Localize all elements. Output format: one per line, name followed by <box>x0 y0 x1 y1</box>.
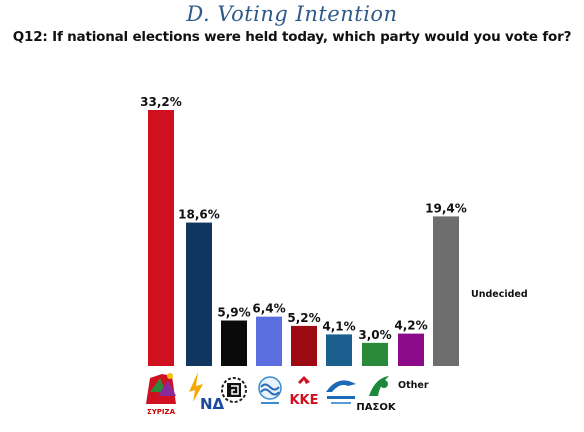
to-potami-logo-icon <box>258 376 282 404</box>
nd-logo-text: ΝΔ <box>200 395 225 413</box>
pasok-logo-text: ΠΑΣΟΚ <box>356 402 396 413</box>
bar-7 <box>398 333 424 366</box>
value-label-3: 6,4% <box>252 302 285 316</box>
value-label-6: 3,0% <box>358 328 391 342</box>
golden-dawn-logo-icon <box>221 377 247 403</box>
value-label-0: 33,2% <box>140 95 182 109</box>
bar-5 <box>326 334 352 366</box>
bar-6 <box>362 342 388 366</box>
value-label-5: 4,1% <box>322 319 355 333</box>
section-title: D. Voting Intention <box>186 2 398 26</box>
chart-heading: D. Voting Intention Q12: If national ele… <box>0 0 584 45</box>
bar-2 <box>221 320 247 366</box>
nd-logo-icon: ΝΔ <box>189 372 225 413</box>
bar-0 <box>148 110 174 366</box>
bar-4 <box>291 325 317 366</box>
value-label-8: 19,4% <box>425 201 467 215</box>
value-label-7: 4,2% <box>394 319 427 333</box>
bar-1 <box>186 222 212 366</box>
value-label-2: 5,9% <box>217 306 250 320</box>
question-text: Q12: If national elections were held tod… <box>12 29 572 45</box>
anexartitoi-ellines-logo-icon <box>326 380 356 404</box>
kke-logo-text: ΚΚΕ <box>289 393 318 408</box>
bar-3 <box>256 316 282 366</box>
value-label-1: 18,6% <box>178 208 220 222</box>
syriza-logo-icon: ΣΥΡΙΖΑ <box>146 373 176 416</box>
syriza-logo-text: ΣΥΡΙΖΑ <box>147 408 176 416</box>
bar-8 <box>433 216 459 366</box>
pasok-logo-icon: ΠΑΣΟΚ <box>356 376 397 413</box>
value-label-4: 5,2% <box>287 311 320 325</box>
category-label-undecided: Undecided <box>471 289 528 300</box>
kke-logo-icon: ΚΚΕ <box>289 374 319 408</box>
category-label-other: Other <box>398 380 429 391</box>
